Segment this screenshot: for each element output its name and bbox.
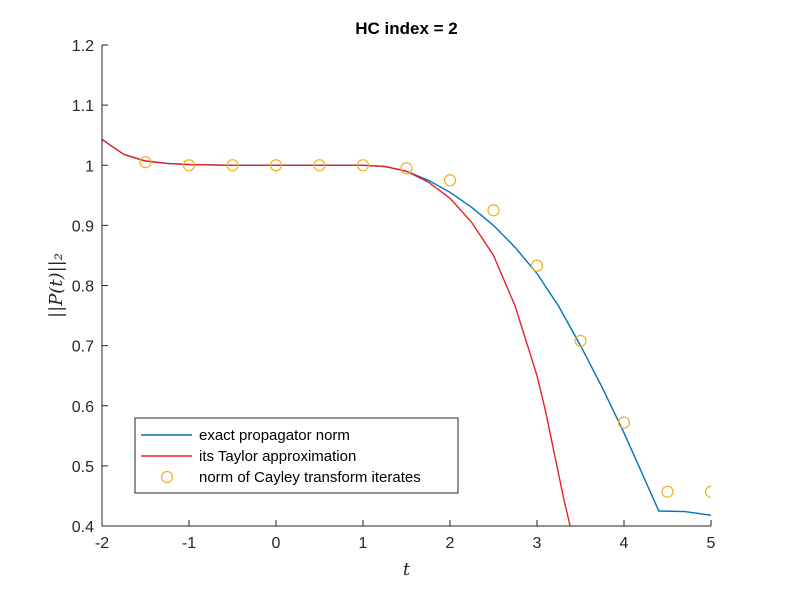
x-tick-label: 4: [620, 535, 629, 552]
legend-entry-label: norm of Cayley transform iterates: [199, 469, 421, 486]
cayley-point: [313, 159, 326, 172]
cayley-point: [487, 204, 500, 217]
axes-layer: -2 -1 0 1 2 3 4 5 0.4 0.5 0.6 0.7 0.8 0.9 1 1.1 1.2: [72, 38, 716, 552]
y-tick-label: 0.6: [72, 399, 94, 416]
x-tick-label: 2: [446, 535, 455, 552]
legend-entry-label: exact propagator norm: [199, 427, 350, 444]
cayley-point: [139, 156, 152, 169]
x-tick-label: -2: [95, 535, 109, 552]
y-tick-label: 0.9: [72, 218, 94, 235]
x-tick-label: 0: [272, 535, 281, 552]
x-tick-label: 5: [707, 535, 716, 552]
y-tick-label: 0.7: [72, 339, 94, 356]
cayley-point: [530, 259, 544, 272]
cayley-point: [269, 159, 283, 172]
legend-marker-swatch: [160, 470, 174, 484]
x-axis-label: t: [403, 559, 411, 580]
cayley-point: [617, 416, 631, 429]
y-tick-label: 0.8: [72, 279, 94, 296]
x-tick-label: 1: [359, 535, 368, 552]
cayley-point: [226, 159, 239, 172]
cayley-point: [661, 485, 674, 498]
y-tick-label: 0.4: [72, 519, 94, 536]
y-axis-label: ||P(t)||₂: [46, 253, 67, 318]
cayley-point: [400, 162, 413, 175]
cayley-point: [182, 159, 196, 172]
y-tick-label: 1.2: [72, 38, 94, 55]
cayley-point: [356, 159, 370, 172]
y-tick-label: 0.5: [72, 459, 94, 476]
y-tick-label: 1: [85, 158, 94, 175]
cayley-point: [704, 485, 711, 498]
series-line-2: [102, 138, 571, 526]
cayley-point: [574, 334, 587, 347]
cayley-point: [443, 174, 457, 187]
legend-entry-label: its Taylor approximation: [199, 448, 356, 465]
series-layer: [102, 138, 711, 526]
legend: exact propagator norm its Taylor approxim…: [134, 417, 459, 494]
y-tick-label: 1.1: [72, 98, 94, 115]
x-tick-label: 3: [533, 535, 542, 552]
chart-title: HC index = 2: [355, 19, 458, 38]
x-tick-label: -1: [182, 535, 196, 552]
